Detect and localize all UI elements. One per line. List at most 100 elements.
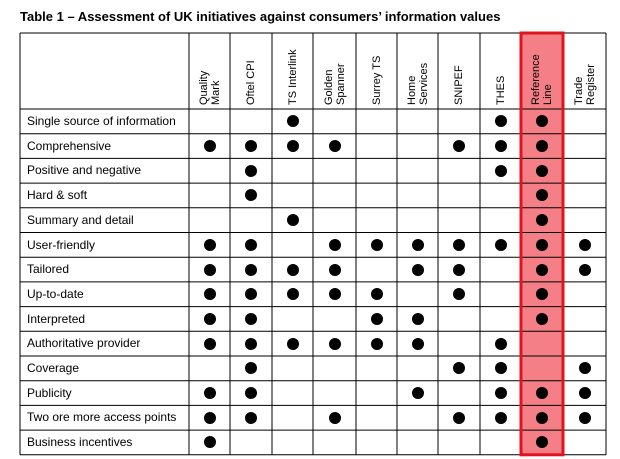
mark-dot bbox=[536, 312, 548, 325]
mark-dot bbox=[494, 362, 507, 375]
mark-dot bbox=[411, 238, 424, 251]
column-header: Spanner bbox=[335, 63, 347, 105]
column-header: Oftel CPI bbox=[245, 60, 257, 105]
mark-dot bbox=[494, 238, 507, 251]
mark-dot bbox=[203, 436, 216, 449]
mark-dot bbox=[453, 288, 465, 301]
row-label: Business incentives bbox=[27, 435, 133, 450]
mark-dot bbox=[245, 337, 257, 350]
mark-dot bbox=[203, 263, 216, 276]
mark-dot bbox=[328, 263, 341, 276]
mark-dot bbox=[245, 164, 257, 177]
mark-dot bbox=[453, 411, 465, 424]
mark-dot bbox=[536, 164, 548, 177]
column-header: Register bbox=[585, 64, 597, 105]
mark-dot bbox=[286, 263, 299, 276]
mark-dot bbox=[245, 288, 257, 301]
mark-dot bbox=[245, 362, 257, 375]
mark-dot bbox=[494, 337, 507, 350]
mark-dot bbox=[286, 214, 299, 227]
mark-dot bbox=[203, 337, 216, 350]
column-header: Quality bbox=[198, 70, 210, 105]
mark-dot bbox=[245, 238, 257, 251]
mark-dot bbox=[203, 140, 216, 153]
mark-dot bbox=[578, 263, 591, 276]
column-header: Mark bbox=[210, 80, 222, 105]
mark-dot bbox=[245, 140, 257, 153]
mark-dot bbox=[245, 312, 257, 325]
row-label: Coverage bbox=[27, 361, 80, 375]
mark-dot bbox=[494, 411, 507, 424]
mark-dot bbox=[536, 411, 548, 424]
mark-dot bbox=[453, 238, 465, 251]
column-header: Reference bbox=[530, 54, 542, 105]
row-label: Interpreted bbox=[27, 311, 86, 326]
mark-dot bbox=[453, 140, 465, 153]
mark-dot bbox=[494, 387, 507, 400]
mark-dot bbox=[203, 387, 216, 400]
mark-dot bbox=[494, 164, 507, 177]
column-header: Services bbox=[418, 62, 430, 105]
mark-dot bbox=[328, 140, 341, 153]
mark-dot bbox=[245, 387, 257, 400]
mark-dot bbox=[494, 140, 507, 153]
column-header: Surrey TS bbox=[371, 55, 383, 105]
row-label: Up-to-date bbox=[27, 286, 84, 301]
mark-dot bbox=[536, 436, 548, 449]
mark-dot bbox=[536, 387, 548, 400]
column-header: Line bbox=[542, 84, 554, 105]
mark-dot bbox=[328, 411, 341, 424]
mark-dot bbox=[411, 263, 424, 276]
mark-dot bbox=[328, 288, 341, 301]
mark-dot bbox=[203, 312, 216, 325]
mark-dot bbox=[578, 238, 591, 251]
mark-dot bbox=[578, 411, 591, 424]
table-title: Table 1 – Assessment of UK initiatives a… bbox=[20, 9, 501, 24]
mark-dot bbox=[245, 189, 257, 202]
mark-dot bbox=[245, 411, 257, 424]
mark-dot bbox=[370, 238, 383, 251]
column-header: Trade bbox=[573, 76, 585, 105]
mark-dot bbox=[286, 140, 299, 153]
mark-dot bbox=[536, 288, 548, 301]
row-label: Comprehensive bbox=[27, 138, 112, 153]
highlight-column-outline bbox=[519, 31, 565, 457]
mark-dot bbox=[578, 362, 591, 375]
mark-dot bbox=[494, 115, 507, 128]
mark-dot bbox=[245, 263, 257, 276]
mark-dot bbox=[411, 312, 424, 325]
mark-dot bbox=[536, 263, 548, 276]
mark-dot bbox=[370, 337, 383, 350]
row-label: Hard & soft bbox=[27, 188, 88, 203]
mark-dot bbox=[328, 337, 341, 350]
mark-dot bbox=[286, 115, 299, 128]
row-label: Two ore more access points bbox=[27, 410, 177, 425]
mark-dot bbox=[370, 312, 383, 325]
row-label: Positive and negative bbox=[27, 163, 142, 178]
row-label: Single source of information bbox=[27, 114, 176, 128]
row-label: Publicity bbox=[27, 385, 72, 400]
mark-dot bbox=[453, 263, 465, 276]
mark-dot bbox=[453, 362, 465, 375]
mark-dot bbox=[203, 411, 216, 424]
row-label: Authoritative provider bbox=[27, 336, 141, 351]
mark-dot bbox=[328, 238, 341, 251]
mark-dot bbox=[203, 288, 216, 301]
mark-dot bbox=[286, 288, 299, 301]
mark-dot bbox=[203, 238, 216, 251]
row-label: User-friendly bbox=[27, 237, 96, 252]
mark-dot bbox=[536, 140, 548, 153]
mark-dot bbox=[536, 238, 548, 251]
mark-dot bbox=[411, 337, 424, 350]
mark-dot bbox=[370, 288, 383, 301]
row-label: Summary and detail bbox=[27, 212, 134, 227]
row-label: Tailored bbox=[27, 262, 70, 277]
mark-dot bbox=[536, 115, 548, 128]
column-header: Home bbox=[406, 75, 418, 105]
column-header: THES bbox=[495, 75, 507, 105]
column-header: TS Interlink bbox=[287, 49, 299, 105]
mark-dot bbox=[536, 214, 548, 227]
mark-dot bbox=[411, 387, 424, 400]
mark-dot bbox=[286, 337, 299, 350]
mark-dot bbox=[578, 387, 591, 400]
